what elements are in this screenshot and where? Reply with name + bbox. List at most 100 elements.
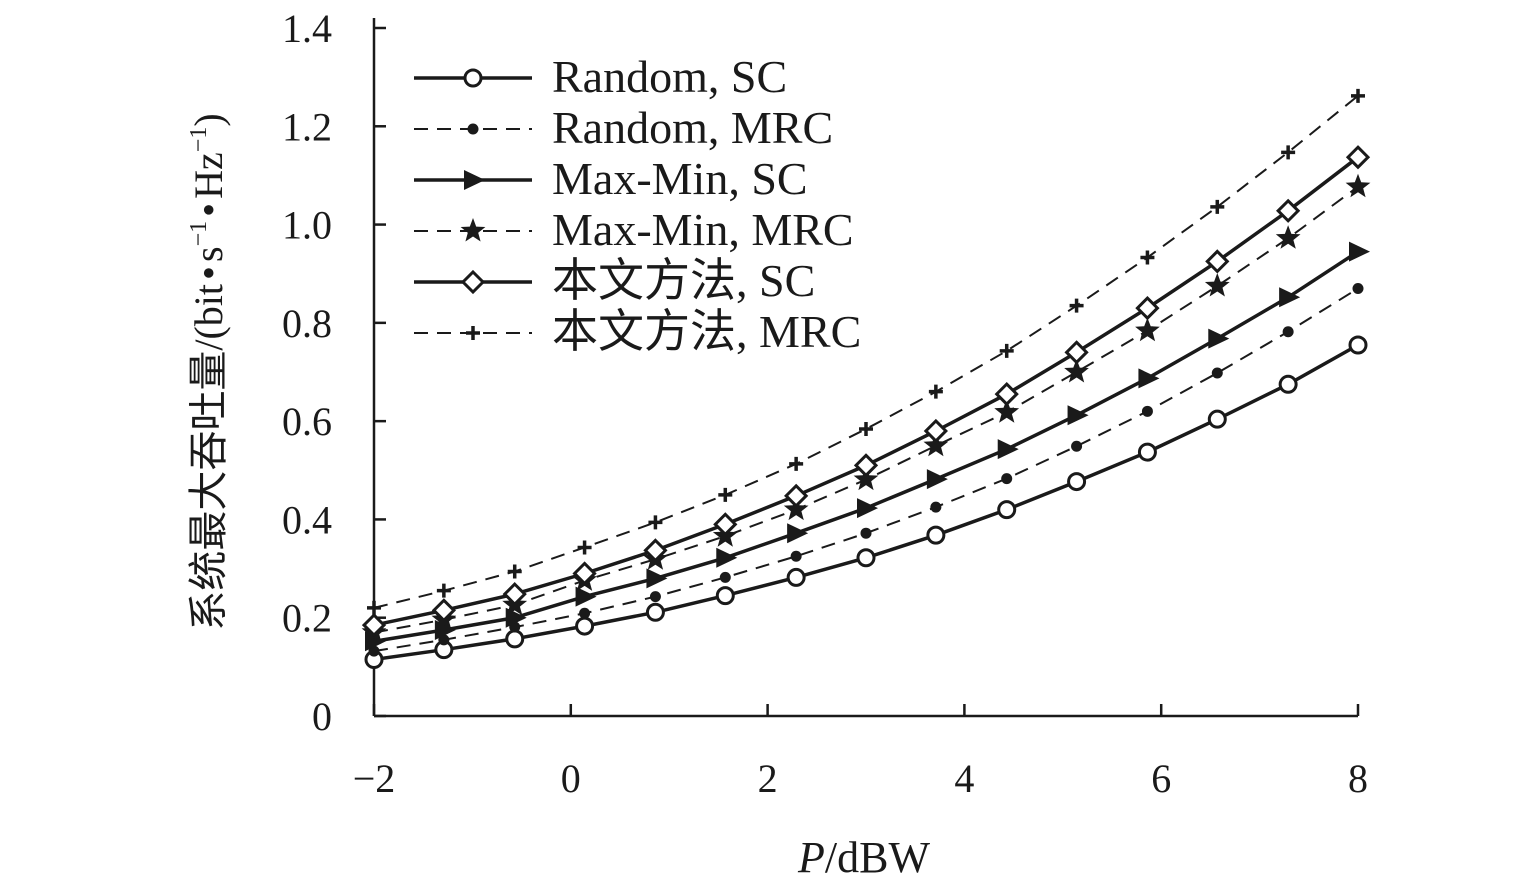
point-marker-circle [1067, 472, 1087, 492]
point-marker-diamond [502, 582, 527, 607]
point-marker-triangle [1349, 241, 1370, 262]
point-marker-dot [1141, 405, 1153, 417]
y-axis-label-main: 系统最大吞吐量/(bit [186, 284, 231, 631]
y-tick-label: 1.4 [282, 6, 332, 51]
y-axis-label-bullet-2: • [186, 203, 231, 217]
point-marker-diamond [1064, 340, 1089, 365]
legend-item-5: 本文方法, SC [414, 255, 815, 306]
y-tick-label: 0.2 [282, 596, 332, 641]
point-marker-plus [507, 564, 522, 579]
point-marker-plus [928, 384, 943, 399]
point-marker-dot [719, 571, 731, 583]
point-marker-star [1345, 173, 1371, 198]
y-tick-label: 0.4 [282, 497, 332, 542]
x-tick-label: 8 [1348, 756, 1368, 801]
point-marker-diamond [923, 418, 948, 444]
point-marker-triangle [1138, 368, 1160, 389]
legend-item-2: Random, MRC [414, 102, 833, 153]
legend-item-6: 本文方法, MRC [414, 306, 861, 357]
plot-area [361, 88, 1371, 669]
x-tick-label: 6 [1151, 756, 1171, 801]
y-tick-label: 1.2 [282, 104, 332, 149]
point-marker-diamond [853, 453, 879, 478]
point-marker-star [1275, 225, 1301, 249]
legend-label: Random, MRC [552, 102, 833, 153]
point-marker-triangle [926, 469, 948, 490]
point-marker-star [853, 466, 879, 491]
point-marker-plus [999, 343, 1014, 358]
legend-item-1: Random, SC [414, 51, 787, 102]
point-marker-triangle [716, 547, 738, 568]
point-marker-circle [575, 616, 595, 636]
point-marker-dot [1352, 282, 1364, 294]
point-marker-diamond [1205, 249, 1230, 274]
point-marker-dot [579, 607, 591, 619]
y-tick-label: 0.6 [282, 399, 332, 444]
point-marker-plus [648, 515, 663, 530]
x-tick-label: 2 [758, 756, 778, 801]
point-marker-dot [467, 123, 479, 135]
axes: 0 0.2 0.4 0.6 0.8 1.0 1.2 1.4 −2 0 2 4 6 8 [282, 6, 1368, 801]
point-marker-diamond [713, 512, 738, 537]
series-1 [364, 335, 1368, 669]
series-line [373, 250, 1359, 644]
point-marker-dot [438, 634, 450, 646]
point-marker-triangle [1279, 287, 1301, 308]
series-6 [367, 88, 1365, 615]
y-tick-label: 0.8 [282, 301, 332, 346]
point-marker-star [994, 399, 1020, 423]
axis-labels: P/dBW 系统最大吞吐量/(bit•s−1•Hz−1) [186, 113, 930, 882]
y-axis-label-sup-2: −1 [186, 127, 212, 153]
point-marker-diamond [361, 612, 387, 638]
y-axis-label-hz: Hz [186, 152, 231, 199]
point-marker-circle [786, 567, 806, 587]
y-axis-label-close: ) [186, 113, 231, 126]
point-marker-plus [1281, 145, 1296, 160]
point-marker-circle [997, 500, 1017, 520]
point-marker-circle [1207, 409, 1227, 429]
point-marker-triangle [1208, 328, 1230, 349]
x-axis-label-unit: /dBW [825, 833, 931, 882]
x-tick-label: 4 [954, 756, 974, 801]
point-marker-plus [1140, 250, 1155, 265]
point-marker-diamond [460, 269, 486, 295]
point-marker-circle [463, 68, 483, 88]
point-marker-plus [577, 540, 592, 555]
point-marker-star [460, 218, 486, 242]
series-line [373, 343, 1359, 662]
point-marker-circle [856, 548, 876, 568]
x-axis-label: P/dBW [797, 833, 930, 882]
y-axis-label-s: s [186, 246, 231, 262]
point-marker-plus [367, 600, 381, 615]
point-marker-triangle [575, 586, 597, 607]
point-marker-triangle [857, 498, 878, 519]
series-line [373, 95, 1359, 609]
y-axis-label-sup-1: −1 [186, 221, 212, 247]
point-marker-plus [436, 583, 451, 598]
legend-label: Random, SC [552, 51, 787, 102]
y-axis-label-bullet-1: • [186, 266, 231, 280]
point-marker-dot [790, 550, 802, 562]
legend-label: 本文方法, MRC [552, 306, 861, 357]
point-marker-star [1135, 317, 1160, 342]
legend-item-3: Max-Min, SC [414, 153, 808, 204]
point-marker-plus [859, 422, 873, 437]
point-marker-circle [1278, 374, 1298, 394]
point-marker-circle [1137, 442, 1157, 462]
point-marker-dot [1282, 326, 1294, 338]
point-marker-dot [1071, 440, 1083, 452]
x-tick-label: 0 [561, 756, 581, 801]
x-tick-label: −2 [353, 756, 396, 801]
legend-label: Max-Min, SC [552, 153, 808, 204]
series-5 [361, 145, 1371, 638]
y-axis-label: 系统最大吞吐量/(bit•s−1•Hz−1) [186, 113, 231, 630]
legend-label: Max-Min, MRC [552, 204, 854, 255]
point-marker-plus [1351, 88, 1365, 103]
point-marker-diamond [1345, 145, 1371, 170]
point-marker-triangle [997, 439, 1019, 460]
point-marker-diamond [994, 381, 1019, 407]
point-marker-star [1204, 273, 1230, 297]
legend-item-4: Max-Min, MRC [414, 204, 854, 255]
point-marker-circle [645, 602, 665, 622]
